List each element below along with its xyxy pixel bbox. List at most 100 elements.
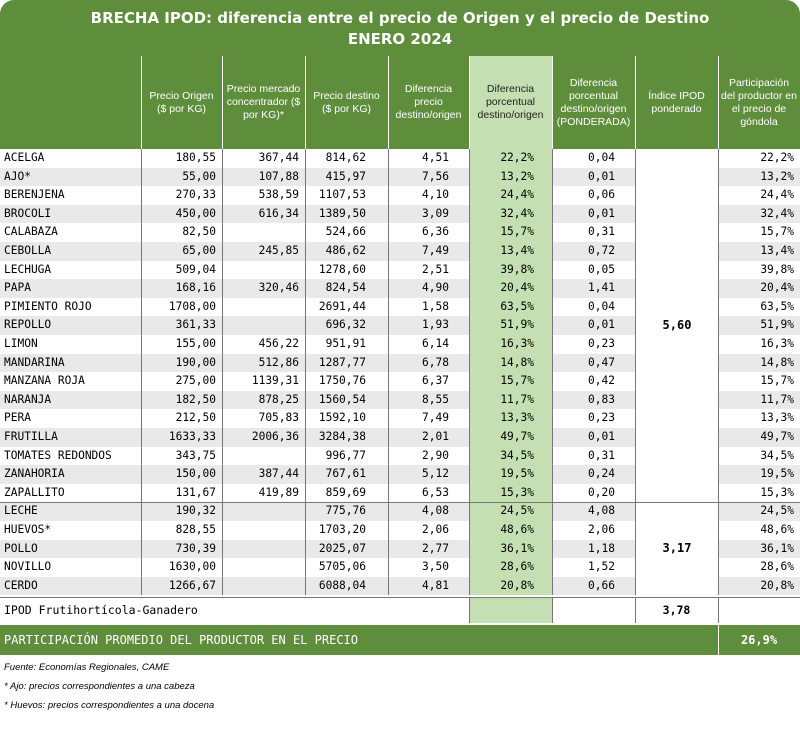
- cell-mercado: 107,88: [258, 169, 299, 183]
- cell-part: 20,4%: [760, 281, 794, 295]
- cell-dif: 2,90: [422, 448, 449, 462]
- cell-dif: 2,51: [422, 262, 449, 276]
- cell-part: 22,2%: [760, 151, 794, 164]
- cell-part: 15,7%: [760, 374, 794, 388]
- cell-destino: 3284,38: [318, 430, 366, 443]
- cell-part: 63,5%: [760, 299, 794, 313]
- cell-destino: 524,66: [325, 225, 366, 239]
- ipod-total-value: 3,78: [662, 603, 691, 617]
- cell-origen: 190,32: [175, 504, 216, 518]
- note-huevos: * Huevos: precios correspondientes a una…: [4, 700, 215, 711]
- cell-dif: 2,77: [422, 541, 449, 555]
- header-indice-ipod: Índice IPOD ponderado: [648, 89, 705, 115]
- cell-producto: HUEVOS*: [4, 523, 52, 536]
- cell-dif: 6,36: [422, 225, 449, 239]
- cell-mercado: 705,83: [258, 411, 299, 425]
- cell-pct-overlay: 49,7%: [500, 430, 534, 443]
- cell-producto: LIMON: [4, 337, 38, 350]
- cell-destino: 859,69: [325, 485, 366, 499]
- cell-dif: 1,93: [422, 318, 449, 332]
- cell-pct-overlay: 19,5%: [500, 467, 534, 481]
- cell-origen: 168,16: [175, 281, 216, 295]
- cell-pond: 0,42: [588, 374, 615, 388]
- cell-dif: 8,55: [422, 392, 449, 406]
- cell-dif: 7,56: [422, 169, 449, 183]
- cell-origen: 131,67: [175, 485, 216, 499]
- cell-part: 39,8%: [760, 262, 794, 276]
- table-row: NOVILLO 1630,00 5705,06 3,50 28,6% 1,52 28,6%: [0, 558, 800, 577]
- title-bar: BRECHA IPOD: diferencia entre el precio …: [0, 0, 800, 56]
- cell-pond: 0,83: [588, 392, 615, 406]
- cell-pct-overlay: 28,6%: [500, 560, 534, 574]
- cell-destino: 814,62: [325, 151, 366, 164]
- cell-part: 20,8%: [760, 578, 794, 592]
- table-row: ZAPALLITO 131,67 419,89 859,69 6,53 15,3% 0,20…: [0, 484, 800, 503]
- cell-dif: 2,01: [422, 430, 449, 443]
- cell-producto: BERENJENA: [4, 188, 65, 202]
- cell-dif: 7,49: [422, 411, 449, 425]
- cell-pct-overlay: 16,3%: [500, 337, 534, 350]
- cell-pond: 1,52: [588, 560, 615, 574]
- cell-producto: BROCOLI: [4, 206, 52, 220]
- cell-pct-overlay: 15,7%: [500, 225, 534, 239]
- title-line-2: ENERO 2024: [347, 30, 453, 48]
- cell-pond: 0,06: [588, 188, 615, 202]
- cell-pct-overlay: 34,5%: [500, 448, 534, 462]
- cell-part: 11,7%: [760, 392, 794, 406]
- cell-pond: 0,31: [588, 225, 615, 239]
- header-diferencia-ponderada: Diferencia porcentual destino/origen (PO…: [556, 76, 631, 128]
- cell-origen: 450,00: [175, 206, 216, 220]
- cell-part: 28,6%: [760, 560, 794, 574]
- cell-pct-overlay: 32,4%: [500, 206, 534, 220]
- table-row: AJO* 55,00 107,88 415,97 7,56 13,2% 0,01 13,2%: [0, 167, 800, 187]
- cell-pct-overlay: 24,5%: [500, 504, 534, 518]
- cell-origen: 270,33: [175, 188, 216, 202]
- cell-producto: CALABAZA: [4, 225, 58, 239]
- cell-pct-overlay: 51,9%: [500, 318, 534, 332]
- cell-pct-overlay: 13,4%: [500, 244, 534, 257]
- header-precio-mercado: Precio mercado concentrador ($ por KG)*: [226, 83, 301, 121]
- cell-destino: 1560,54: [318, 392, 366, 406]
- cell-destino: 486,62: [325, 244, 366, 257]
- cell-origen: 1633,33: [168, 430, 216, 443]
- cell-producto: PIMIENTO ROJO: [4, 299, 92, 313]
- cell-part: 13,2%: [760, 169, 794, 183]
- cell-dif: 4,81: [422, 578, 449, 592]
- table-row: PIMIENTO ROJO 1708,00 2691,44 1,58 63,5% 0,04…: [0, 298, 800, 317]
- cell-part: 13,3%: [760, 411, 794, 425]
- cell-dif: 4,10: [422, 188, 449, 202]
- cell-origen: 182,50: [175, 392, 216, 406]
- cell-producto: POLLO: [4, 541, 38, 555]
- cell-dif: 4,90: [422, 281, 449, 295]
- ipod-column-bg: [636, 149, 718, 596]
- cell-producto: REPOLLO: [4, 318, 52, 332]
- cell-destino: 951,91: [325, 337, 366, 350]
- cell-pond: 0,04: [588, 151, 615, 164]
- header-precio-destino: Precio destino ($ por KG): [313, 89, 380, 115]
- ipod-ganadero-value: 3,17: [662, 540, 692, 555]
- cell-destino: 1107,53: [318, 188, 366, 202]
- cell-destino: 1703,20: [318, 523, 366, 536]
- cell-part: 16,3%: [760, 337, 794, 350]
- cell-destino: 6088,04: [318, 578, 366, 592]
- cell-producto: PAPA: [4, 281, 31, 295]
- cell-pct-overlay: 14,8%: [500, 355, 534, 369]
- header-diferencia-porcentual: Diferencia porcentual destino/origen: [469, 56, 552, 149]
- cell-pct-overlay: 13,3%: [500, 411, 534, 425]
- cell-destino: 996,77: [325, 448, 366, 462]
- cell-dif: 3,09: [422, 206, 449, 220]
- cell-destino: 1592,10: [318, 411, 366, 425]
- cell-producto: FRUTILLA: [4, 430, 58, 443]
- cell-part: 19,5%: [760, 467, 794, 481]
- cell-destino: 2691,44: [318, 299, 366, 313]
- cell-destino: 1278,60: [318, 262, 366, 276]
- cell-pond: 0,04: [588, 299, 615, 313]
- note-ajo: * Ajo: precios correspondientes a una ca…: [4, 681, 195, 692]
- cell-dif: 4,08: [422, 504, 449, 518]
- cell-origen: 275,00: [175, 374, 216, 388]
- cell-producto: ZANAHORIA: [4, 467, 65, 481]
- cell-destino: 824,54: [325, 281, 366, 295]
- header-precio-origen: Precio Origen ($ por KG): [149, 89, 214, 115]
- cell-producto: LECHE: [4, 504, 38, 518]
